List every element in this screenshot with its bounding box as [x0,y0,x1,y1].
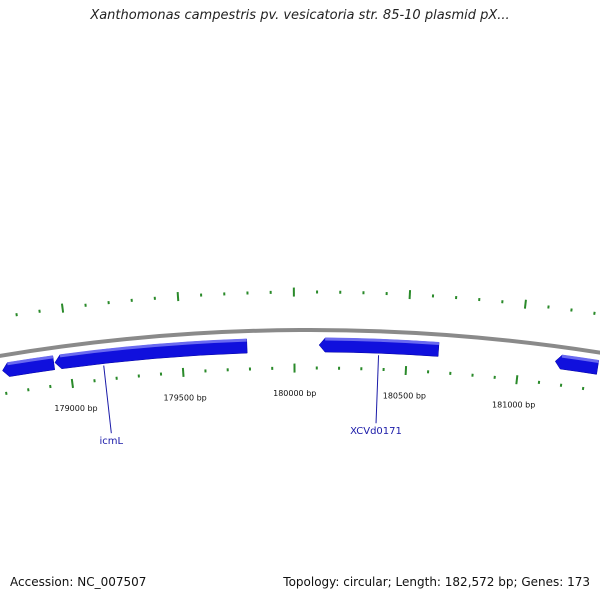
gene-arrow[interactable] [318,337,440,357]
gene-features[interactable] [2,337,600,377]
map-title: Xanthomonas campestris pv. vesicatoria s… [90,8,510,23]
tick-label: 181000 bp [492,401,535,410]
plasmid-backbone [0,328,600,358]
tick-label: 179000 bp [54,404,97,413]
major-tick [60,303,65,313]
accession-text: Accession: NC_007507 [10,575,147,589]
major-tick [515,375,519,385]
major-tick [523,299,527,309]
major-tick [176,292,180,302]
gene-label[interactable]: icmL [100,436,124,447]
gene-labels: icmL XCVd0171 [100,355,402,447]
outer-tick-marks [15,287,596,317]
gene-label-leader [103,365,112,434]
tick-label: 180000 bp [273,389,316,398]
tick-label: 179500 bp [164,393,207,402]
major-tick [181,367,185,377]
gene-label-leader [375,355,380,424]
tick-labels: 179000 bp 179500 bp 180000 bp 180500 bp 1810… [54,389,535,413]
topology-summary: Topology: circular; Length: 182,572 bp; … [283,575,590,589]
gene-arrow[interactable] [554,354,600,375]
tick-label: 180500 bp [383,391,426,400]
gene-arrow[interactable] [2,355,56,377]
gene-label[interactable]: XCVd0171 [350,426,402,437]
gene-arrow[interactable] [54,338,248,370]
inner-tick-marks [5,363,585,395]
major-tick [70,378,74,389]
